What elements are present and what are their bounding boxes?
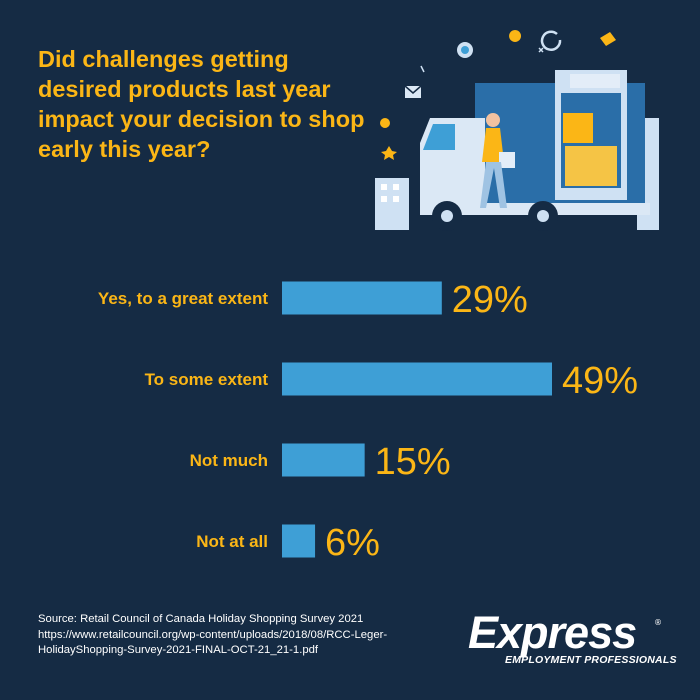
express-logo: Express EMPLOYMENT PROFESSIONALS ® bbox=[468, 608, 676, 674]
bar bbox=[282, 524, 316, 558]
value-label: 6% bbox=[325, 522, 380, 564]
logo-wordmark: Express bbox=[468, 607, 637, 658]
bar bbox=[282, 443, 365, 477]
value-label: 49% bbox=[562, 360, 638, 402]
source-line: Source: Retail Council of Canada Holiday… bbox=[38, 613, 364, 625]
source-url-line: HolidayShopping-Survey-2021-FINAL-OCT-21… bbox=[38, 644, 319, 656]
bar bbox=[282, 362, 552, 396]
bar-chart: Yes, to a great extent 29% To some extent 4… bbox=[98, 279, 638, 564]
value-label: 15% bbox=[375, 441, 451, 483]
delivery-truck-icon bbox=[375, 30, 659, 231]
category-label: To some extent bbox=[145, 370, 269, 389]
logo-tagline: EMPLOYMENT PROFESSIONALS bbox=[505, 654, 677, 666]
registered-mark: ® bbox=[654, 618, 662, 627]
source-note: Source: Retail Council of Canada Holiday… bbox=[38, 612, 387, 659]
chart-title: Did challenges getting desired products … bbox=[38, 46, 365, 162]
bar bbox=[282, 281, 442, 315]
source-url-line: https://www.retailcouncil.org/wp-content… bbox=[38, 628, 388, 641]
value-label: 29% bbox=[452, 279, 528, 321]
category-label: Not much bbox=[190, 451, 268, 470]
category-label: Yes, to a great extent bbox=[98, 289, 268, 308]
category-label: Not at all bbox=[196, 532, 268, 551]
